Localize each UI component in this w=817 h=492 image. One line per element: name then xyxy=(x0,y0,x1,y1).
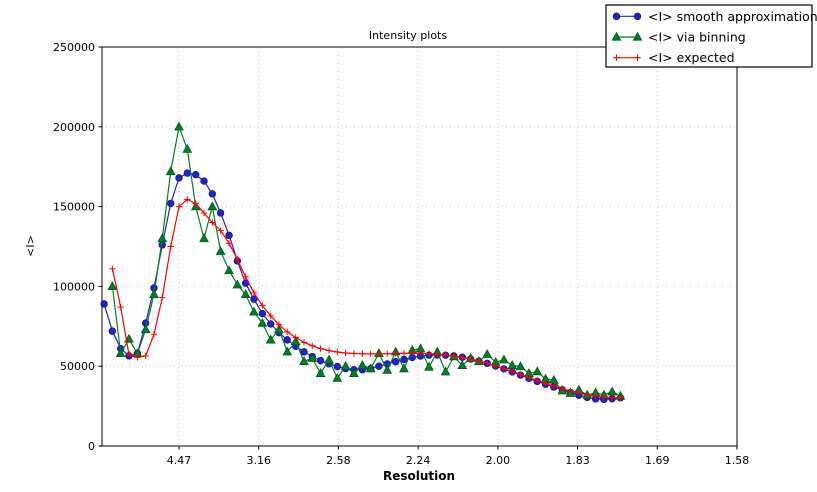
x-tick-label: 1.83 xyxy=(565,454,590,467)
data-point-triangle xyxy=(115,348,126,358)
data-point-triangle xyxy=(290,336,301,346)
data-point-triangle xyxy=(332,372,343,382)
data-point-circle xyxy=(333,362,342,371)
y-tick-label: 50000 xyxy=(60,360,95,373)
data-point-triangle xyxy=(532,366,543,376)
data-point-circle xyxy=(208,190,217,198)
data-point-triangle xyxy=(357,360,368,370)
data-point-triangle xyxy=(632,31,643,41)
data-point-triangle xyxy=(199,233,209,243)
x-tick-label: 2.58 xyxy=(326,454,351,467)
data-point-triangle xyxy=(149,289,159,298)
data-point-circle xyxy=(258,309,267,318)
data-point-circle xyxy=(225,231,233,240)
x-tick-label: 1.58 xyxy=(725,454,750,467)
data-point-triangle xyxy=(365,363,376,373)
data-point-circle xyxy=(375,362,383,370)
data-point-circle xyxy=(266,320,275,328)
data-point-triangle xyxy=(174,121,184,131)
data-point-triangle xyxy=(399,363,409,373)
data-point-circle xyxy=(100,300,108,308)
legend-item: <I> smooth approximation xyxy=(612,9,817,24)
legend: <I> smooth approximation <I> via binning <… xyxy=(605,4,817,68)
x-tick-label: 2.24 xyxy=(406,454,431,467)
axes-layer xyxy=(98,46,738,450)
y-tick-label: 0 xyxy=(88,440,95,453)
data-point-triangle xyxy=(440,366,451,376)
legend-item-label: <I> smooth approximation xyxy=(648,9,817,24)
data-point-circle xyxy=(183,169,191,177)
data-point-circle xyxy=(391,358,400,366)
data-point-circle xyxy=(633,12,642,21)
data-point-triangle xyxy=(307,352,318,362)
data-point-triangle xyxy=(274,324,284,334)
series-layer xyxy=(100,121,626,404)
legend-item: <I> via binning xyxy=(611,30,746,45)
data-point-triangle xyxy=(165,166,176,176)
data-point-triangle xyxy=(324,354,334,364)
x-tick-label: 3.16 xyxy=(246,454,271,467)
data-point-circle xyxy=(283,336,291,344)
data-point-triangle xyxy=(611,31,622,41)
data-point-circle xyxy=(108,327,117,335)
legend-item-label: <I> expected xyxy=(648,50,735,65)
data-point-triangle xyxy=(182,143,193,153)
data-point-triangle xyxy=(515,361,526,371)
series-2 xyxy=(109,196,624,402)
data-point-circle xyxy=(612,12,621,21)
data-point-circle xyxy=(216,209,225,217)
data-point-triangle xyxy=(249,306,259,316)
data-point-triangle xyxy=(299,356,309,366)
data-point-circle xyxy=(167,199,175,208)
data-point-triangle xyxy=(157,233,168,243)
data-point-circle xyxy=(200,177,208,185)
y-tick-label: 200000 xyxy=(53,121,95,134)
data-point-triangle xyxy=(207,201,218,211)
data-point-triangle xyxy=(282,346,293,356)
data-point-circle xyxy=(316,356,325,365)
data-point-triangle xyxy=(257,317,268,327)
y-tick-label: 150000 xyxy=(53,201,95,214)
data-point-triangle xyxy=(340,360,351,370)
data-point-triangle xyxy=(107,281,118,290)
y-axis-label: <I> xyxy=(24,235,37,257)
y-tick-label: 100000 xyxy=(53,280,95,293)
data-point-triangle xyxy=(499,354,509,364)
data-point-circle xyxy=(400,355,408,364)
data-point-triangle xyxy=(224,265,234,275)
data-point-triangle xyxy=(140,324,151,334)
data-point-triangle xyxy=(265,334,276,344)
data-point-circle xyxy=(192,170,200,179)
legend-item: <I> expected xyxy=(613,50,735,65)
data-point-triangle xyxy=(232,279,243,289)
x-axis-label: Resolution xyxy=(383,469,455,483)
data-point-circle xyxy=(175,174,183,182)
x-tick-label: 2.00 xyxy=(486,454,511,467)
data-point-triangle xyxy=(482,349,493,358)
series-0 xyxy=(100,169,625,404)
y-tick-label: 250000 xyxy=(53,41,95,54)
data-point-triangle xyxy=(382,364,393,374)
data-point-triangle xyxy=(215,246,226,255)
x-tick-label: 1.69 xyxy=(645,454,670,467)
data-point-triangle xyxy=(315,368,326,377)
data-point-circle xyxy=(300,348,308,356)
legend-item-label: <I> via binning xyxy=(648,30,746,45)
data-point-triangle xyxy=(457,360,468,370)
data-point-triangle xyxy=(349,368,359,377)
tick-label-layer: 4.47 3.16 2.58 2.24 2.00 1.83 1.69 1.58 0 50000 10… xyxy=(53,41,749,467)
chart-title: Intensity plots xyxy=(369,29,447,42)
plot-border xyxy=(101,46,738,447)
data-point-triangle xyxy=(424,361,434,371)
data-point-triangle xyxy=(240,289,251,298)
x-tick-label: 4.47 xyxy=(167,454,192,467)
